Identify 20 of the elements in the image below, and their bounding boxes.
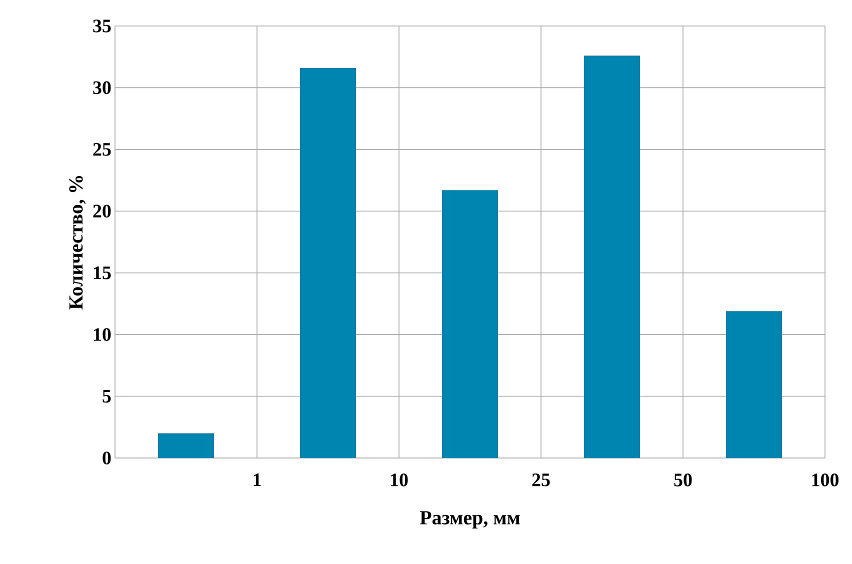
bar (584, 56, 640, 458)
y-tick-label: 25 (93, 143, 111, 156)
bar (442, 190, 498, 458)
y-tick-label: 5 (102, 390, 111, 403)
bar (726, 311, 782, 458)
y-tick-label: 15 (94, 266, 111, 280)
text: 100 (812, 474, 839, 486)
text: 50 (674, 474, 692, 486)
x-axis-title: Размер, мм (420, 511, 520, 529)
bar (300, 68, 356, 458)
y-axis-title: Количество, % (69, 176, 86, 310)
bar (158, 433, 214, 458)
text: 25 (532, 474, 550, 486)
text: 10 (391, 474, 408, 486)
y-tick-label: 20 (93, 204, 111, 218)
y-tick-label: 0 (102, 452, 111, 464)
y-tick-label: 35 (93, 20, 111, 32)
y-tick-label: 30 (93, 81, 111, 94)
y-tick-label: 10 (94, 328, 111, 341)
text: 1 (254, 474, 261, 486)
